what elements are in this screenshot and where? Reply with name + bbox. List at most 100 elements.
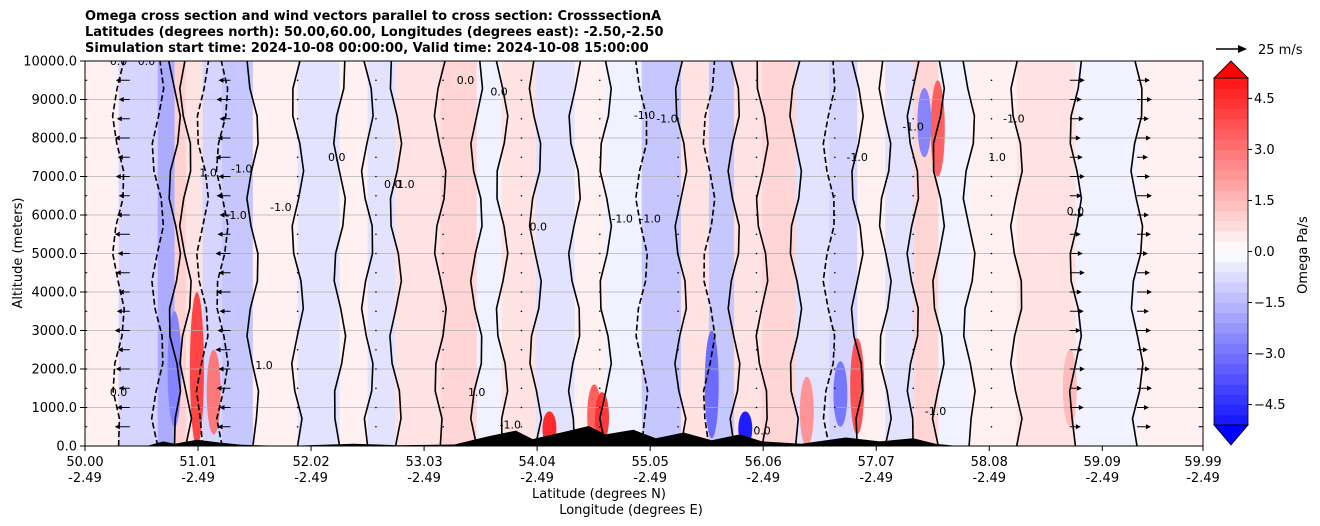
x-tick-label-lon: -2.49 — [294, 471, 328, 486]
wind-vector — [677, 156, 679, 159]
wind-vector — [677, 214, 679, 216]
colorbar-segment — [1214, 343, 1248, 354]
omega-cell — [799, 376, 814, 446]
wind-vector — [520, 98, 523, 101]
wind-vector — [834, 271, 836, 274]
wind-vector — [990, 233, 993, 236]
wind-vector — [375, 233, 377, 236]
wind-vector-head — [118, 385, 124, 391]
wind-vector — [912, 156, 914, 159]
wind-vector — [834, 233, 836, 236]
contour-label: 1.0 — [988, 151, 1006, 164]
contour-label: 0.0 — [138, 55, 156, 68]
wind-vector-head — [218, 366, 224, 372]
wind-vector-head — [1079, 174, 1085, 179]
contour-line — [850, 61, 865, 446]
contour-line — [360, 61, 374, 446]
wind-vector — [296, 329, 299, 332]
contour-label: 0.0 — [328, 151, 346, 164]
wind-vector — [598, 348, 601, 351]
wind-vector — [990, 387, 993, 390]
wind-vector — [520, 425, 523, 428]
wind-vector — [296, 387, 299, 390]
wind-vector-head — [117, 347, 123, 353]
contour-label: 0.0 — [384, 178, 402, 191]
x-tick-label-lat: 58.08 — [971, 455, 1008, 470]
contour-line — [822, 61, 836, 446]
wind-vector — [598, 329, 601, 332]
wind-vector-head — [1209, 213, 1214, 218]
wind-vector — [375, 387, 377, 390]
wind-vector — [375, 175, 377, 178]
wind-vector — [375, 214, 377, 216]
wind-vector — [296, 175, 299, 178]
wind-vector — [520, 387, 523, 390]
colorbar-segment — [1214, 261, 1248, 273]
wind-vector — [834, 137, 836, 139]
colorbar-segment — [1214, 88, 1248, 99]
chart-title-line-2: Latitudes (degrees north): 50.00,60.00, … — [85, 25, 664, 40]
y-tick-label: 10000.0 — [23, 55, 77, 70]
y-tick-label: 0.0 — [56, 440, 77, 455]
wind-vector-head — [219, 116, 225, 122]
contour-label: -1.0 — [225, 209, 246, 222]
wind-vector — [598, 137, 601, 139]
wind-vector — [912, 291, 914, 293]
wind-vector — [677, 175, 679, 178]
colorbar-segment — [1214, 159, 1248, 171]
wind-vector — [990, 79, 993, 82]
x-tick-label-lon: -2.49 — [746, 471, 780, 486]
wind-vector — [375, 79, 377, 82]
wind-vector-layer — [73, 77, 1214, 430]
wind-vector — [912, 233, 914, 236]
wind-vector-head — [1079, 366, 1085, 372]
wind-vector — [442, 368, 444, 370]
wind-vector — [677, 79, 679, 82]
wind-vector — [442, 291, 444, 293]
wind-vector — [598, 175, 601, 178]
contour-line — [150, 61, 165, 446]
wind-vector-head — [219, 405, 225, 410]
colorbar-tick-label: 3.0 — [1254, 143, 1275, 158]
wind-vector — [296, 117, 299, 120]
wind-vector-head — [73, 347, 78, 352]
wind-vector — [442, 98, 444, 101]
wind-vector-head — [1078, 116, 1084, 122]
wind-vector — [834, 98, 836, 101]
contour-label: -1.0 — [656, 113, 677, 126]
wind-vector — [912, 368, 914, 370]
colorbar-segment — [1214, 118, 1248, 130]
x-tick-label-lat: 55.05 — [632, 455, 669, 470]
wind-vector — [598, 310, 601, 313]
wind-vector — [755, 348, 758, 351]
colorbar-tick-label: 0.0 — [1254, 245, 1275, 260]
wind-vector-head — [1145, 424, 1151, 430]
wind-vector — [755, 310, 758, 313]
wind-vector-head — [218, 77, 224, 83]
wind-vector — [520, 156, 523, 159]
wind-vector — [520, 368, 523, 370]
wind-key: 25 m/s — [1216, 43, 1303, 58]
x-tick-label-lon: -2.49 — [520, 471, 554, 486]
wind-vector — [598, 252, 601, 255]
wind-vector-head — [1146, 385, 1152, 391]
wind-vector — [990, 348, 993, 351]
x-tick-label-lon: -2.49 — [407, 471, 441, 486]
wind-vector — [677, 233, 679, 236]
wind-vector-head — [1145, 231, 1151, 237]
wind-vector — [520, 310, 523, 313]
wind-vector-head — [115, 366, 121, 372]
wind-vector — [520, 291, 523, 293]
wind-vector — [677, 137, 679, 139]
wind-vector-head — [118, 193, 124, 199]
colorbar-segment — [1214, 271, 1248, 283]
wind-vector — [296, 271, 299, 274]
wind-vector — [990, 368, 993, 370]
omega-cell — [917, 87, 932, 158]
chart-title-line-1: Omega cross section and wind vectors par… — [85, 9, 662, 24]
wind-vector — [834, 214, 836, 216]
wind-vector-head — [1144, 270, 1150, 276]
wind-vector — [520, 406, 523, 409]
contour-line — [167, 61, 182, 446]
wind-vector — [912, 98, 914, 101]
